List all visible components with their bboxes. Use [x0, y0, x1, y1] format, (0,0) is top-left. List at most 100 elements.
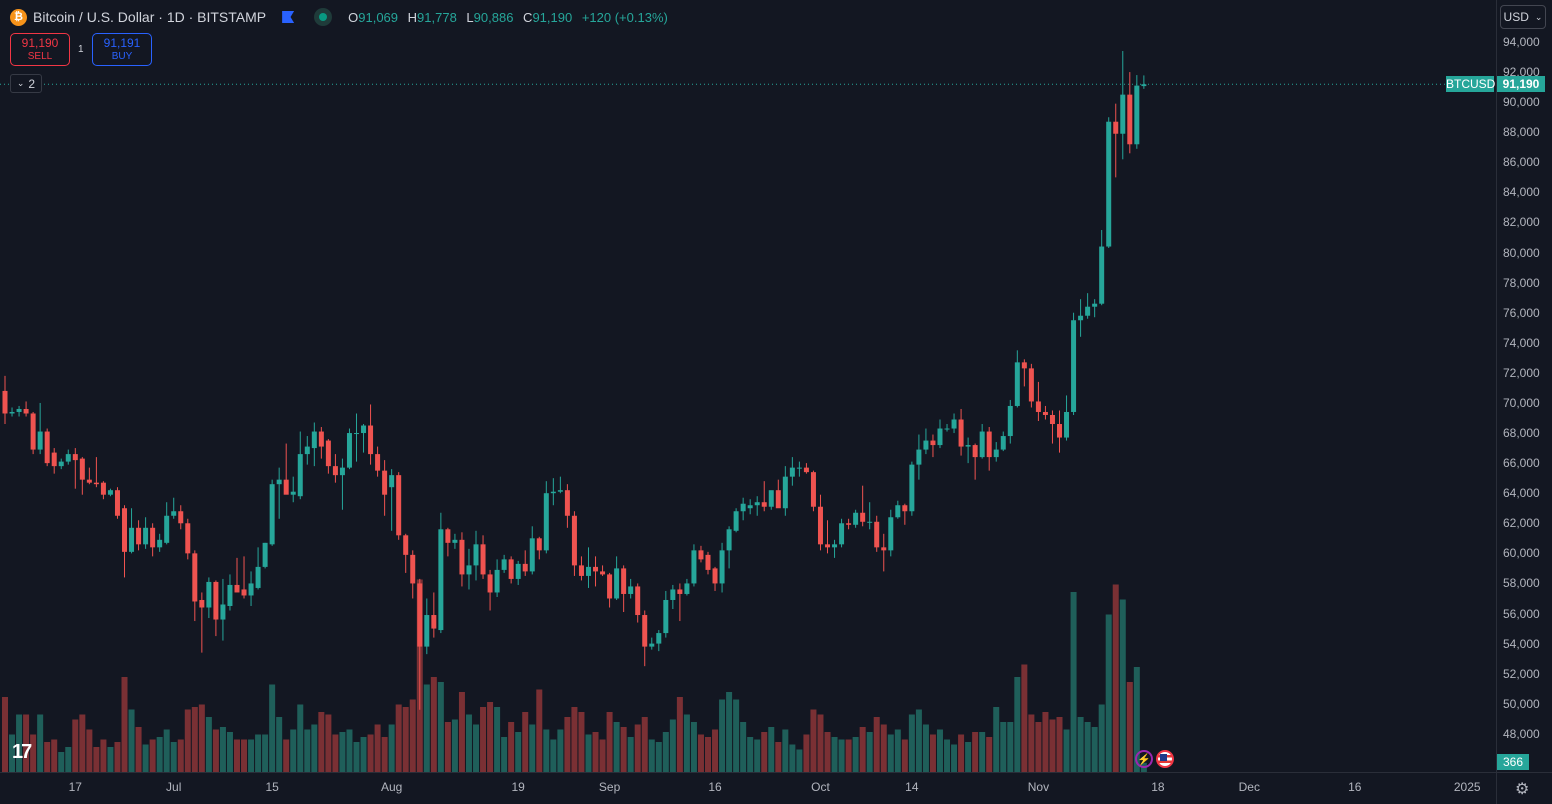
volume-bar — [761, 732, 768, 772]
volume-bar — [1021, 664, 1028, 772]
candle-body — [726, 529, 732, 551]
volume-bar — [283, 739, 290, 772]
volume-bar — [480, 707, 487, 772]
candle-body — [452, 539, 458, 543]
volume-bar — [311, 724, 318, 772]
candle-body — [100, 482, 106, 495]
volume-bar — [191, 707, 198, 772]
us-flag-event-icon[interactable] — [1156, 750, 1174, 768]
volume-bar — [648, 739, 655, 772]
time-tick-label: Sep — [598, 780, 621, 794]
buy-button[interactable]: 91,191 BUY — [92, 33, 152, 66]
price-tick-label: 68,000 — [1503, 426, 1540, 441]
volume-bar — [1091, 727, 1098, 772]
price-tick-label: 48,000 — [1503, 726, 1540, 741]
volume-bar — [135, 727, 142, 772]
price-chart[interactable] — [0, 0, 1496, 772]
sell-button[interactable]: 91,190 SELL — [10, 33, 70, 66]
volume-bar — [515, 732, 522, 772]
price-tick-label: 78,000 — [1503, 275, 1540, 290]
volume-bar — [726, 692, 733, 772]
candle-body — [817, 506, 823, 545]
volume-bar — [789, 744, 796, 772]
volume-bar — [922, 724, 929, 772]
candle-body — [754, 502, 760, 506]
candle-body — [965, 445, 971, 447]
indicators-toggle-button[interactable]: ⌄ 2 — [10, 74, 42, 93]
volume-bar — [212, 729, 219, 772]
volume-bar — [487, 702, 494, 772]
candle-body — [705, 554, 711, 570]
candle-body — [930, 440, 936, 446]
flag-icon[interactable] — [282, 11, 295, 23]
volume-bar — [740, 722, 747, 772]
volume-bar — [93, 747, 100, 772]
volume-bar — [585, 734, 592, 772]
candle-body — [993, 449, 999, 458]
price-tick-label: 92,000 — [1503, 65, 1540, 80]
candle-body — [37, 431, 43, 450]
volume-bar — [536, 689, 543, 772]
price-tick-label: 64,000 — [1503, 486, 1540, 501]
price-tick-label: 94,000 — [1503, 35, 1540, 49]
candle-body — [747, 505, 753, 509]
high-label: H — [407, 9, 418, 25]
price-tick-label: 76,000 — [1503, 305, 1540, 320]
volume-bar — [676, 697, 683, 772]
candle-body — [30, 413, 36, 450]
chart-pane[interactable]: ₿ Bitcoin / U.S. Dollar · 1D · BITSTAMP … — [0, 0, 1496, 772]
volume-bar — [226, 732, 233, 772]
time-axis[interactable]: 17 Jul 15 Aug 19 Sep 16 Oct 14 Nov 18 Dec 16 2025 — [0, 772, 1496, 804]
price-axis[interactable]: 94,000 92,000 90,000 88,000 86,000 84,000 82,0… — [1496, 0, 1552, 772]
volume-bar — [423, 684, 430, 772]
candle-layer — [2, 51, 1147, 710]
candle-body — [93, 482, 99, 485]
volume-bar — [606, 712, 613, 772]
volume-bar — [529, 724, 536, 772]
market-status-icon[interactable] — [314, 8, 333, 26]
symbol-title[interactable]: Bitcoin / U.S. Dollar · 1D · BITSTAMP — [33, 9, 267, 25]
symbol-price-tag: BTCUSD — [1446, 76, 1496, 93]
candle-body — [311, 431, 317, 449]
volume-tag: 366 — [1497, 754, 1529, 770]
candle-body — [923, 440, 929, 450]
volume-bar — [915, 709, 922, 772]
lightning-event-icon[interactable]: ⚡ — [1135, 750, 1153, 768]
settings-icon[interactable]: ⚙ — [1515, 781, 1530, 798]
candle-body — [515, 563, 521, 579]
candle-body — [1141, 84, 1147, 87]
candle-body — [775, 490, 781, 509]
volume-bar — [360, 737, 367, 772]
volume-bar — [44, 742, 51, 772]
volume-bar — [79, 714, 86, 772]
candle-body — [248, 583, 254, 596]
candle-body — [1113, 121, 1119, 134]
candle-body — [1127, 94, 1133, 145]
price-tick-label: 56,000 — [1503, 606, 1540, 621]
candle-body — [23, 408, 29, 414]
volume-bar — [388, 724, 395, 772]
candle-body — [684, 583, 690, 594]
volume-bar — [156, 737, 163, 772]
volume-bar — [824, 732, 831, 772]
candle-body — [1042, 411, 1048, 415]
candle-body — [642, 615, 648, 647]
buy-label: BUY — [111, 51, 133, 62]
axis-corner: ⚙ — [1496, 772, 1552, 804]
volume-bar — [887, 734, 894, 772]
candle-body — [557, 490, 563, 492]
candle-body — [171, 511, 177, 516]
price-tick-label: 66,000 — [1503, 456, 1540, 471]
candle-body — [114, 490, 120, 516]
candle-body — [698, 550, 704, 560]
candle-body — [297, 454, 303, 497]
candle-body — [136, 527, 142, 545]
currency-button[interactable]: USD ⌄ — [1500, 5, 1546, 29]
candle-body — [501, 559, 507, 570]
price-tick-label: 86,000 — [1503, 155, 1540, 170]
volume-bar — [233, 739, 240, 772]
tradingview-logo-icon[interactable]: 17 — [12, 741, 32, 763]
candle-body — [846, 523, 852, 525]
candle-body — [213, 581, 219, 620]
candle-body — [164, 515, 170, 543]
